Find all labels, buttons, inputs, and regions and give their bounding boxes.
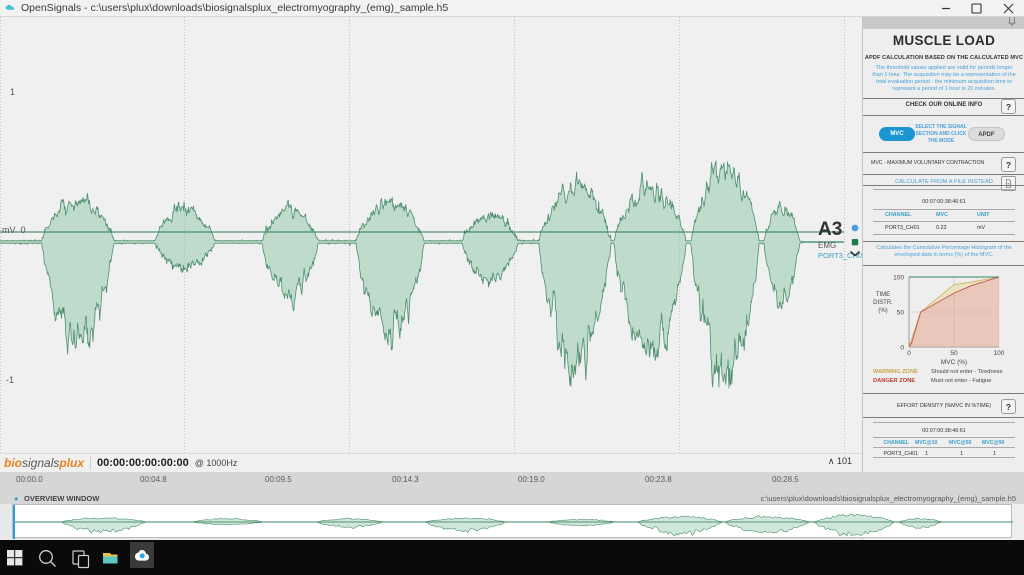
- svg-text:0: 0: [907, 350, 911, 357]
- svg-text:100: 100: [994, 350, 1005, 357]
- svg-text:0: 0: [900, 345, 904, 352]
- svg-text:MVC (%): MVC (%): [941, 359, 967, 366]
- svg-text:100: 100: [893, 275, 904, 282]
- svg-text:50: 50: [950, 350, 958, 357]
